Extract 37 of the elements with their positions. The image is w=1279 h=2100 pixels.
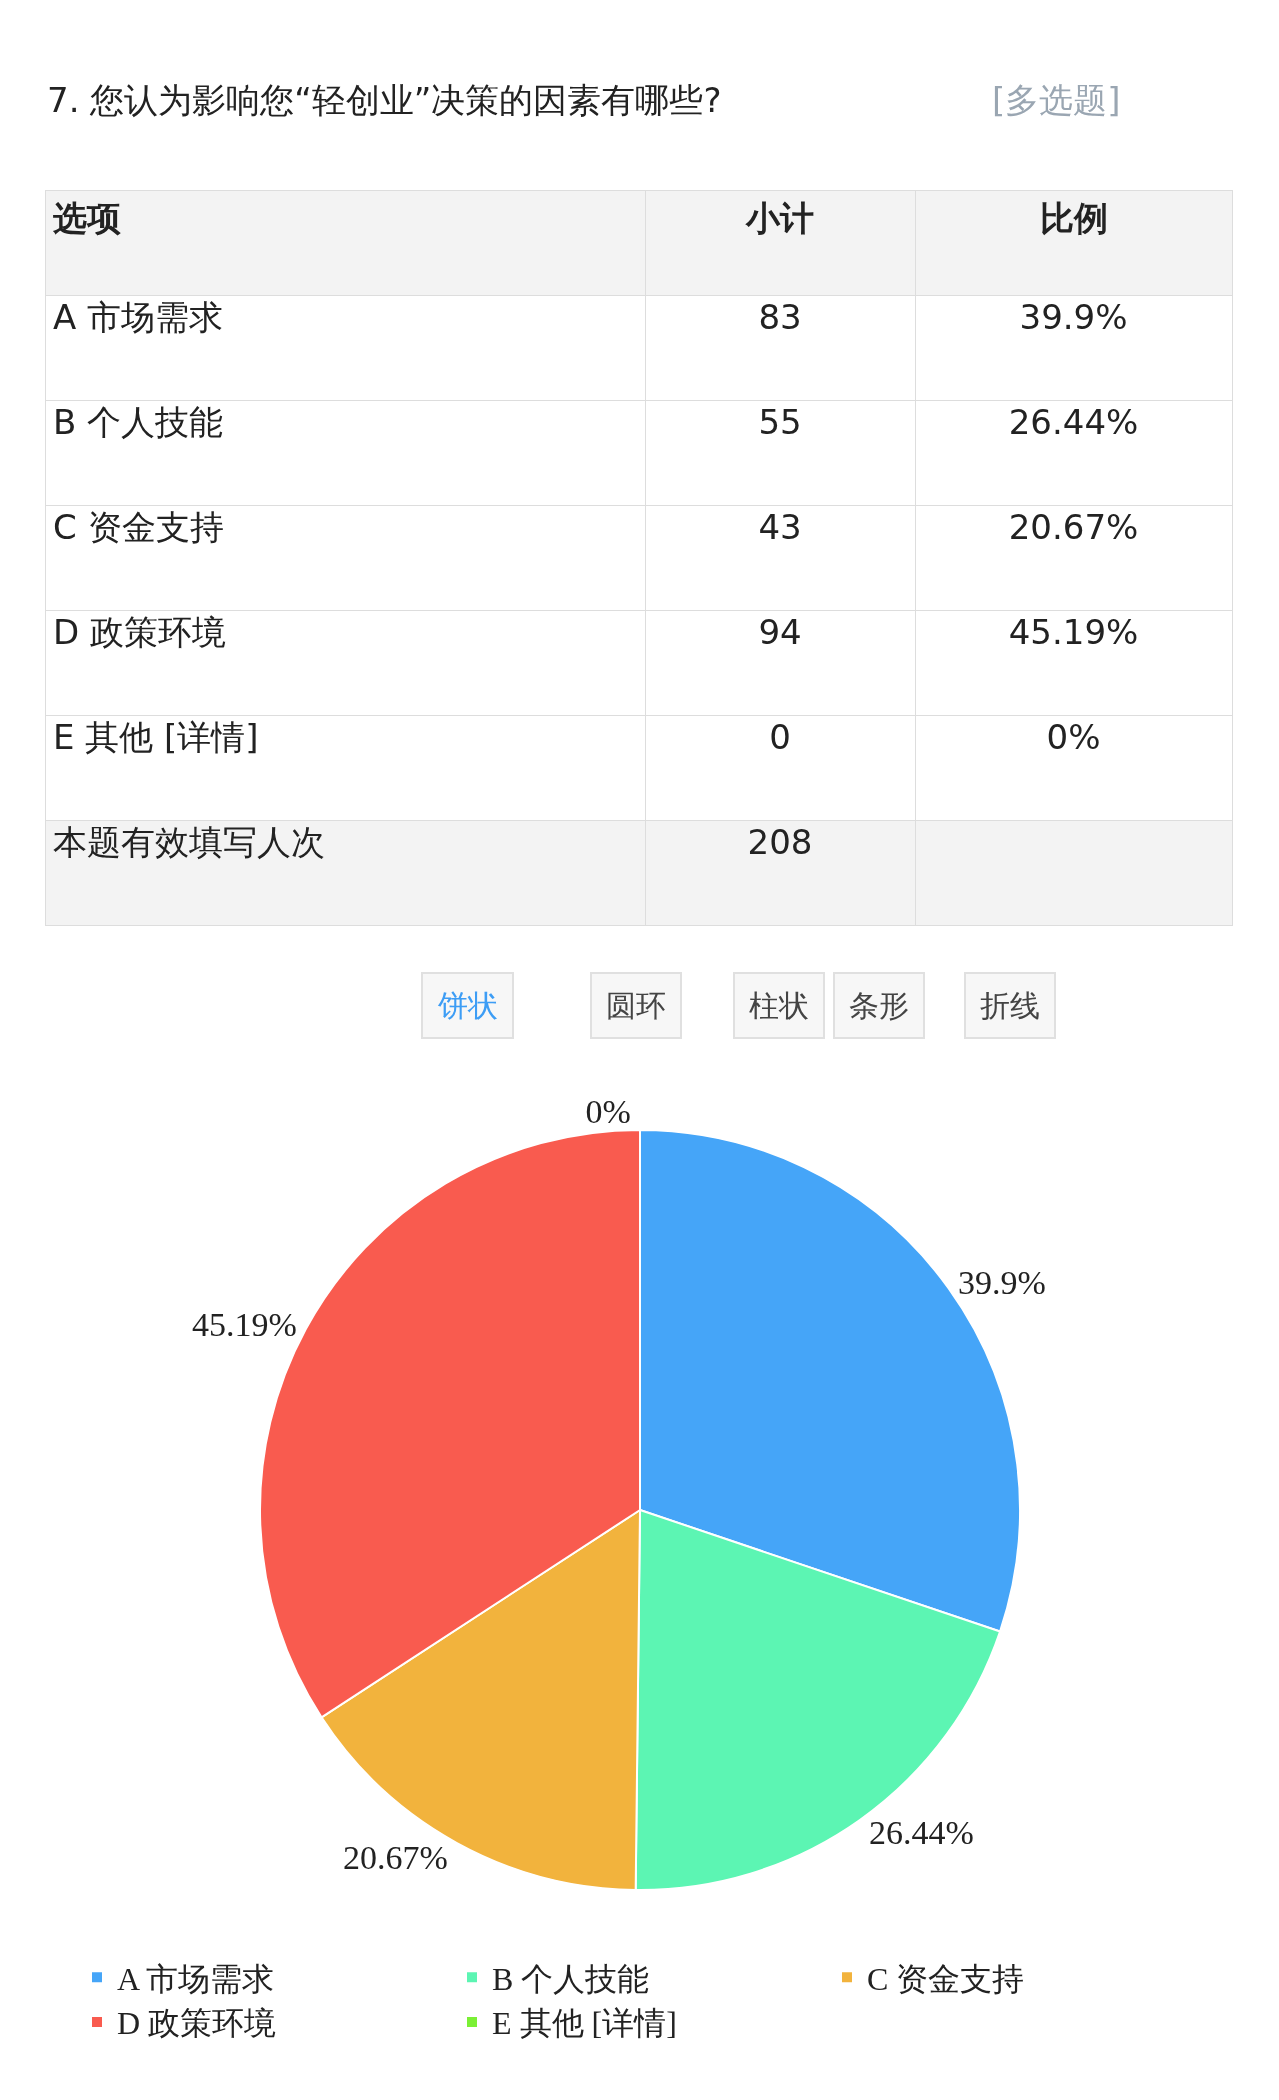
data-label: 45.19% (191, 1306, 297, 1344)
category-label: B 个人技能 (53, 401, 224, 442)
text: 选项 (52, 198, 121, 238)
text: 小计 (744, 198, 814, 238)
data-label: 26.44% (1008, 401, 1139, 442)
data-label: 0% (1046, 716, 1101, 757)
data-label: 20.67% (1008, 506, 1139, 547)
data-label: 0 (769, 716, 791, 757)
legend-label: D 政策环境 (117, 2005, 277, 2042)
data-label: 83 (758, 296, 802, 337)
text: 7. 您认为影响您“轻创业”决策的因素有哪些? (47, 80, 722, 120)
data-label: 43 (758, 506, 802, 547)
data-label: 55 (758, 401, 802, 442)
data-label: 94 (758, 611, 802, 652)
text: 圆环 (606, 988, 666, 1023)
text: 折线 (980, 988, 1040, 1023)
data-label: 39.9% (1019, 296, 1128, 337)
category-label: A 市场需求 (53, 296, 224, 337)
data-label: 26.44% (869, 1813, 974, 1851)
text: 饼状 (437, 988, 498, 1023)
data-label: 20.67% (342, 1838, 448, 1876)
data-label: 39.9% (957, 1263, 1046, 1301)
text: 本题有效填写人次 (53, 821, 325, 862)
category-label: E 其他 [详情] (53, 716, 259, 757)
text: 0% (585, 1093, 631, 1130)
legend-label: C 资金支持 (867, 1960, 1025, 1997)
legend-label: B 个人技能 (492, 1960, 650, 1997)
category-label: C 资金支持 (53, 506, 224, 547)
text: 208 (747, 821, 813, 862)
legend-label: E 其他 [详情] (492, 2005, 677, 2042)
series-label: 比例 (1039, 198, 1108, 238)
text: 柱状 (749, 988, 809, 1023)
category-label: D 政策环境 (53, 611, 226, 652)
text: [多选题] (992, 80, 1121, 120)
legend-label: A 市场需求 (117, 1960, 275, 1997)
data-label: 45.19% (1008, 611, 1139, 652)
text: 条形 (849, 988, 909, 1023)
